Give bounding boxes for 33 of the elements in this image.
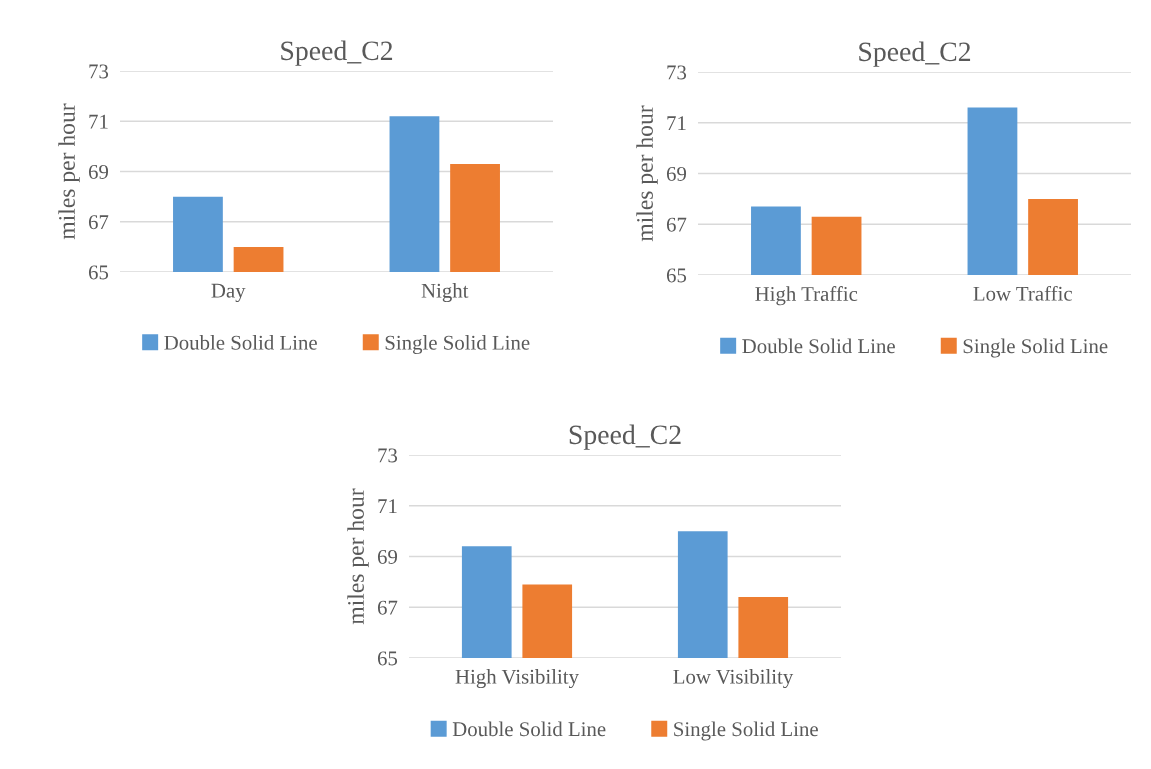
legend-label: Single Solid Line xyxy=(385,335,530,355)
y-tick-label: 69 xyxy=(377,549,398,564)
x-tick-label: Night xyxy=(421,283,469,303)
x-tick-label: Day xyxy=(211,283,246,302)
y-tick-label: 73 xyxy=(378,448,398,463)
legend-label: Single Solid Line xyxy=(963,338,1108,358)
x-tick-label: High Traffic xyxy=(755,286,858,306)
y-tick-label: 73 xyxy=(89,64,109,79)
legend-label: Double Solid Line xyxy=(164,335,317,350)
y-tick-label: 67 xyxy=(88,215,109,230)
x-tick-label: High Visibility xyxy=(455,669,579,689)
x-tick-label: Low Traffic xyxy=(973,285,1072,301)
y-axis-title: miles per hour xyxy=(347,488,369,625)
chart-title: Speed_C2 xyxy=(859,41,971,67)
y-tick-label: 65 xyxy=(88,265,109,280)
y-tick-label: 71 xyxy=(667,116,686,130)
y-tick-label: 67 xyxy=(377,600,398,615)
legend-label: Double Solid Line xyxy=(452,721,606,737)
x-tick-label: Low Visibility xyxy=(673,669,794,689)
y-tick-label: 73 xyxy=(667,65,687,80)
y-tick-label: 71 xyxy=(378,499,397,513)
y-tick-label: 65 xyxy=(666,268,687,283)
y-tick-label: 69 xyxy=(666,166,687,181)
y-tick-label: 65 xyxy=(377,651,398,666)
legend-label: Single Solid Line xyxy=(674,721,818,741)
y-axis-title: miles per hour xyxy=(636,105,658,242)
y-tick-label: 67 xyxy=(666,217,687,232)
legend-label: Double Solid Line xyxy=(742,338,895,354)
chart-title: Speed_C2 xyxy=(569,424,681,450)
y-axis-title: miles per hour xyxy=(58,103,80,240)
y-tick-label: 69 xyxy=(88,164,109,179)
y-tick-label: 71 xyxy=(89,114,108,129)
chart-title: Speed_C2 xyxy=(281,40,393,66)
